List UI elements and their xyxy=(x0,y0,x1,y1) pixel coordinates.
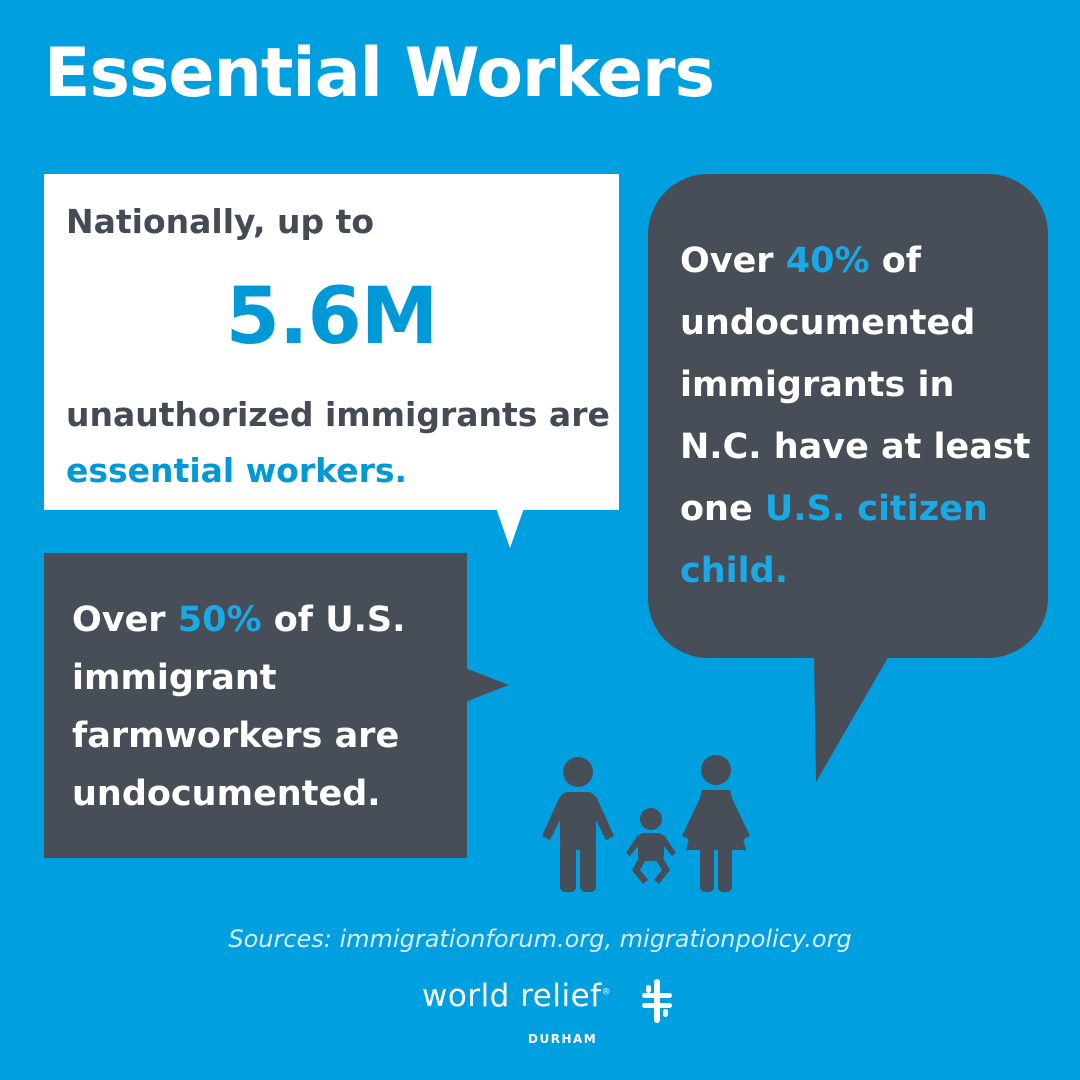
citizen-child-stat-percent: 40% xyxy=(785,241,870,281)
world-relief-logo[interactable]: world relief® DURHAM xyxy=(418,975,678,1050)
sources-note: Sources: immigrationforum.org, migration… xyxy=(228,925,852,953)
national-stat-bubble: Nationally, up to 5.6M unauthorized immi… xyxy=(44,174,619,510)
logo-registered: ® xyxy=(601,987,612,998)
national-stat-intro: Nationally, up to xyxy=(66,202,375,241)
national-stat-bubble-tail xyxy=(496,508,524,548)
citizen-child-stat-middle: of undocumented immigrants in N.C. have … xyxy=(680,241,1031,529)
world-relief-logo-icon xyxy=(642,979,672,1023)
national-stat-highlight: essential workers. xyxy=(66,451,408,490)
national-stat-number: 5.6M xyxy=(225,272,439,362)
logo-wordmark: world relief® xyxy=(422,978,611,1014)
page-title: Essential Workers xyxy=(44,34,715,113)
citizen-child-stat-bubble-tail xyxy=(814,654,890,782)
farmworkers-stat-text: Over 50% of U.S. immigrant farmworkers a… xyxy=(72,591,462,823)
citizen-child-stat-text: Over 40% of undocumented immigrants in N… xyxy=(680,230,1040,602)
farmworkers-stat-bubble-tail xyxy=(465,668,509,702)
citizen-child-stat-highlight: U.S. citizen child. xyxy=(680,489,988,591)
logo-city: DURHAM xyxy=(528,1032,598,1046)
logo-name: world relief xyxy=(422,978,602,1014)
farmworkers-stat-suffix: of U.S. immigrant farmworkers are undocu… xyxy=(72,600,406,814)
citizen-child-stat-prefix: Over xyxy=(680,241,786,281)
national-stat-body: unauthorized immigrants are essential wo… xyxy=(66,387,611,499)
national-stat-body-text: unauthorized immigrants are xyxy=(66,395,610,434)
farmworkers-stat-bubble: Over 50% of U.S. immigrant farmworkers a… xyxy=(44,553,467,858)
farmworkers-stat-prefix: Over xyxy=(72,600,178,640)
farmworkers-stat-percent: 50% xyxy=(177,600,262,640)
family-icon xyxy=(542,755,750,892)
citizen-child-stat-bubble: Over 40% of undocumented immigrants in N… xyxy=(648,174,1048,658)
